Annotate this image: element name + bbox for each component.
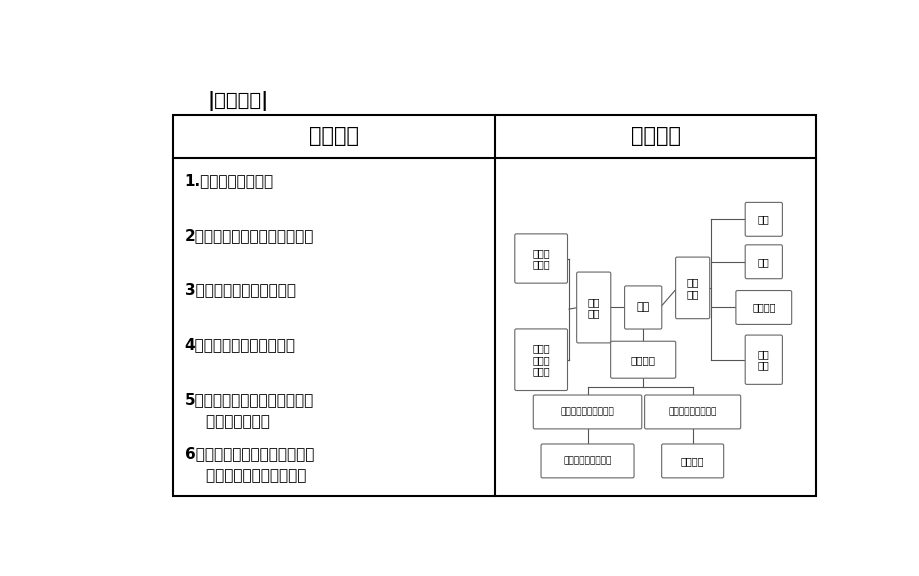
Text: 影响: 影响 [757,257,769,267]
Text: 人口
迁移: 人口 迁移 [686,277,698,299]
Text: 时空
特点: 时空 特点 [757,349,769,370]
Text: 地球适合养活多少人: 地球适合养活多少人 [668,407,716,416]
Text: 影响因素: 影响因素 [751,302,775,313]
Text: 含义: 含义 [757,214,769,224]
Text: 3．影响人口迁移的因素。: 3．影响人口迁移的因素。 [185,282,295,297]
FancyBboxPatch shape [610,341,675,378]
FancyBboxPatch shape [644,395,740,429]
FancyBboxPatch shape [540,444,633,478]
Text: 人口
分布: 人口 分布 [587,297,599,319]
Bar [173,115,815,497]
Text: 2．影响人口分布的主要因素。: 2．影响人口分布的主要因素。 [185,228,313,242]
FancyBboxPatch shape [744,335,781,384]
FancyBboxPatch shape [515,234,567,283]
Text: 5．区域资源环境承载力的概念
    及其影响因素。: 5．区域资源环境承载力的概念 及其影响因素。 [185,392,313,429]
FancyBboxPatch shape [661,444,723,478]
Text: 世界人
口分布: 世界人 口分布 [532,248,550,270]
Text: 影响人
口分布
的因素: 影响人 口分布 的因素 [532,343,550,376]
FancyBboxPatch shape [515,329,567,391]
Text: 知识网络: 知识网络 [630,127,680,146]
FancyBboxPatch shape [735,290,791,324]
Text: 6．人口合理容量的概念以及保
    持人口合理容量的措施。: 6．人口合理容量的概念以及保 持人口合理容量的措施。 [185,446,313,484]
Text: 人口容量: 人口容量 [680,456,704,466]
Text: 人口: 人口 [636,302,649,313]
Text: 1.人口分布的特点。: 1.人口分布的特点。 [185,173,274,188]
FancyBboxPatch shape [675,257,709,319]
Text: 考点展示: 考点展示 [309,127,358,146]
Text: 人口容量: 人口容量 [630,355,655,365]
FancyBboxPatch shape [576,272,610,343]
FancyBboxPatch shape [744,245,781,279]
Text: 地球最多能养活多少人: 地球最多能养活多少人 [560,407,614,416]
Text: 区域资源环境承载力: 区域资源环境承载力 [562,456,611,465]
Text: |备考导航|: |备考导航| [208,92,269,112]
FancyBboxPatch shape [624,286,661,329]
FancyBboxPatch shape [744,202,781,236]
Text: 4．人口迁移的时空特点。: 4．人口迁移的时空特点。 [185,337,295,352]
FancyBboxPatch shape [533,395,641,429]
